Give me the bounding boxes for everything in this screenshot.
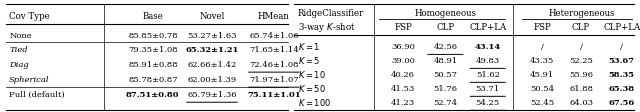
Text: Diag: Diag	[9, 61, 29, 69]
Text: 67.56: 67.56	[609, 99, 635, 107]
Text: 49.83: 49.83	[476, 57, 500, 65]
Text: 65.38: 65.38	[609, 85, 635, 93]
Text: None: None	[9, 32, 32, 40]
Text: 61.88: 61.88	[569, 85, 593, 93]
Text: 50.54: 50.54	[530, 85, 554, 93]
Text: 71.65±1.14: 71.65±1.14	[249, 46, 299, 54]
Text: Tied: Tied	[9, 46, 28, 54]
Text: 3-way $K$-shot: 3-way $K$-shot	[298, 21, 355, 34]
Text: 72.46±1.08: 72.46±1.08	[249, 61, 299, 69]
Text: Full (default): Full (default)	[9, 91, 65, 99]
Text: $K = 5$: $K = 5$	[298, 55, 320, 66]
Text: RidgeClassifier: RidgeClassifier	[298, 9, 364, 18]
Text: 87.51±0.80: 87.51±0.80	[126, 91, 180, 99]
Text: 79.35±1.08: 79.35±1.08	[128, 46, 178, 54]
Text: 65.79±1.36: 65.79±1.36	[188, 91, 237, 99]
Text: 42.56: 42.56	[433, 43, 458, 51]
Text: 53.67: 53.67	[609, 57, 635, 65]
Text: 85.78±0.87: 85.78±0.87	[128, 76, 178, 84]
Text: 43.35: 43.35	[530, 57, 554, 65]
Text: FSP: FSP	[394, 23, 412, 32]
Text: 52.74: 52.74	[433, 99, 458, 107]
Text: 36.90: 36.90	[391, 43, 415, 51]
Text: 54.25: 54.25	[476, 99, 500, 107]
Text: $K = 100$: $K = 100$	[298, 97, 331, 108]
Text: 52.45: 52.45	[530, 99, 554, 107]
Text: 52.25: 52.25	[569, 57, 593, 65]
Text: 40.26: 40.26	[391, 71, 415, 79]
Text: $K = 10$: $K = 10$	[298, 69, 326, 80]
Text: 48.91: 48.91	[433, 57, 458, 65]
Text: $K = 1$: $K = 1$	[298, 41, 320, 52]
Text: CLP+LA: CLP+LA	[603, 23, 640, 32]
Text: /: /	[541, 43, 543, 51]
Text: /: /	[620, 43, 623, 51]
Text: 65.32±1.21: 65.32±1.21	[186, 46, 239, 54]
Text: 50.57: 50.57	[433, 71, 458, 79]
Text: Novel: Novel	[199, 12, 225, 21]
Text: Heterogeneous: Heterogeneous	[548, 9, 615, 18]
Text: 41.23: 41.23	[391, 99, 415, 107]
Text: 64.03: 64.03	[569, 99, 593, 107]
Text: CLP: CLP	[436, 23, 454, 32]
Text: 62.00±1.39: 62.00±1.39	[188, 76, 237, 84]
Text: 71.97±1.07: 71.97±1.07	[249, 76, 299, 84]
Text: 62.66±1.42: 62.66±1.42	[188, 61, 237, 69]
Text: 85.85±0.78: 85.85±0.78	[128, 32, 178, 40]
Text: Homogeneous: Homogeneous	[414, 9, 476, 18]
Text: 41.53: 41.53	[391, 85, 415, 93]
Text: CLP+LA: CLP+LA	[469, 23, 506, 32]
Text: Cov Type: Cov Type	[9, 12, 50, 21]
Text: Spherical: Spherical	[9, 76, 50, 84]
Text: 75.11±1.01: 75.11±1.01	[247, 91, 301, 99]
Text: 85.91±0.88: 85.91±0.88	[128, 61, 178, 69]
Text: 51.76: 51.76	[433, 85, 458, 93]
Text: Base: Base	[142, 12, 163, 21]
Text: $K = 50$: $K = 50$	[298, 83, 326, 94]
Text: 53.71: 53.71	[476, 85, 500, 93]
Text: 39.00: 39.00	[391, 57, 415, 65]
Text: FSP: FSP	[533, 23, 551, 32]
Text: 65.74±1.06: 65.74±1.06	[249, 32, 299, 40]
Text: CLP: CLP	[572, 23, 590, 32]
Text: 43.14: 43.14	[475, 43, 501, 51]
Text: 55.96: 55.96	[569, 71, 593, 79]
Text: 58.35: 58.35	[609, 71, 635, 79]
Text: 45.91: 45.91	[530, 71, 554, 79]
Text: /: /	[580, 43, 582, 51]
Text: 53.27±1.63: 53.27±1.63	[188, 32, 237, 40]
Text: 51.62: 51.62	[476, 71, 500, 79]
Text: HMean: HMean	[258, 12, 290, 21]
